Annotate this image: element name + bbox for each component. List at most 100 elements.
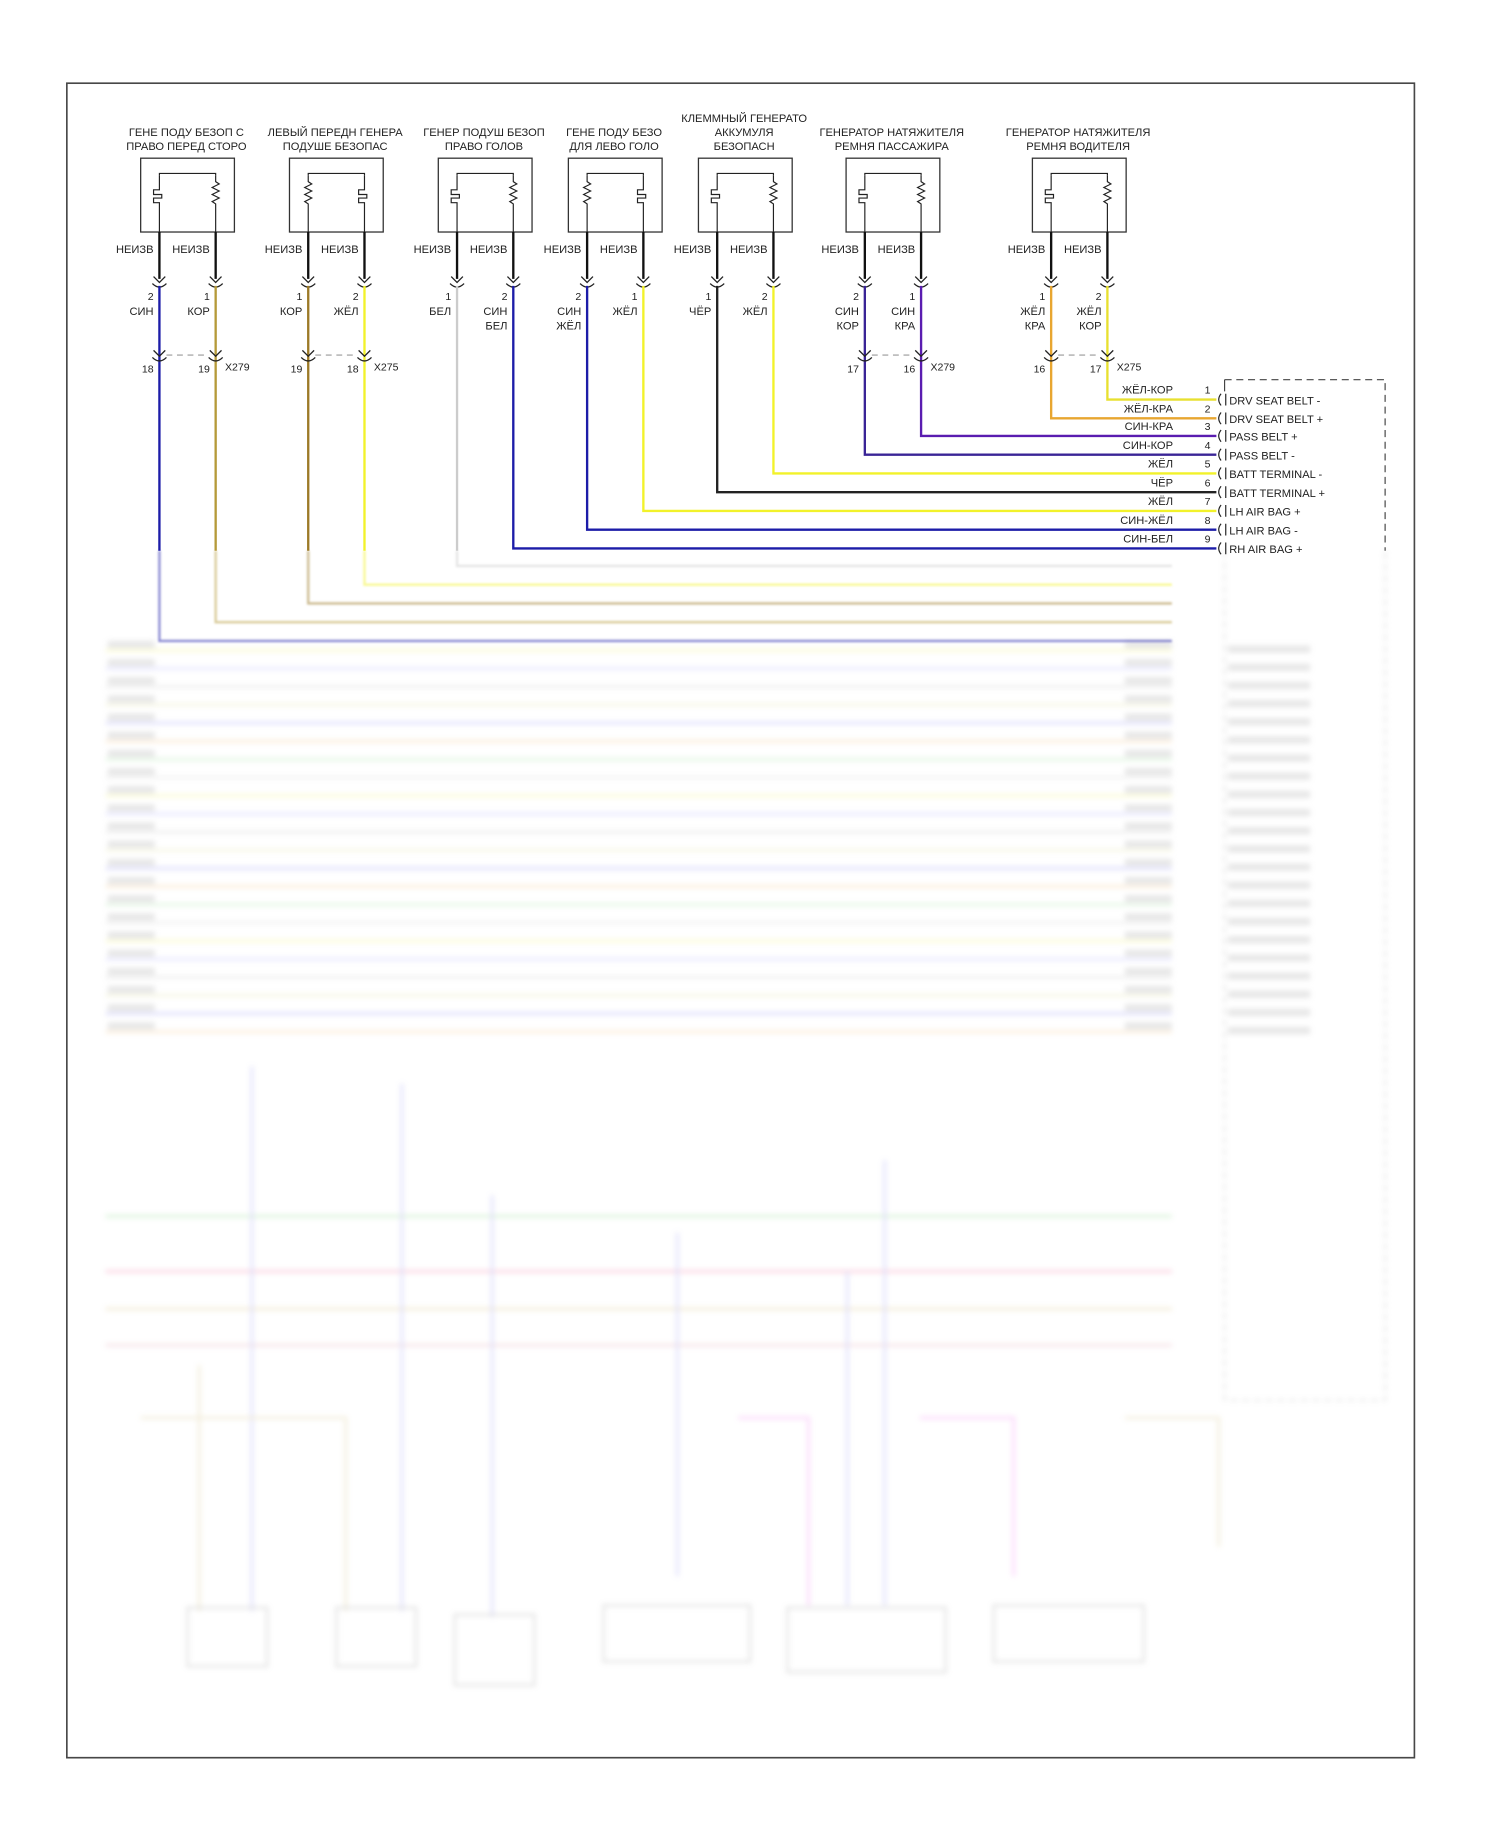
airbag-generator-3: ГЕНЕР ПОДУШ БЕЗОП ПРАВО ГОЛОВ НЕИЗВ 1 БЕЛ НЕИ…: [414, 127, 1217, 551]
pin-number: 2: [148, 291, 154, 303]
component-title: ДЛЯ ЛЕВО ГОЛО: [569, 141, 659, 153]
faded-label: [1228, 681, 1311, 690]
internal-link: [864, 172, 922, 176]
pin-socket-icon: [1218, 485, 1227, 499]
faded-label: [107, 931, 155, 939]
resistor-icon: [303, 175, 314, 233]
wire-colored: [772, 285, 1217, 475]
faded-label: [1228, 863, 1311, 871]
faded-label: [1228, 1008, 1311, 1016]
faded-label: [1124, 695, 1172, 703]
wire-colored: [919, 285, 1217, 438]
pin-function-label: BATT TERMINAL -: [1229, 469, 1322, 481]
faded-component: [786, 1606, 947, 1674]
pin-number: 1: [1039, 291, 1045, 303]
pin-function-label: DRV SEAT BELT +: [1229, 414, 1323, 426]
wire-faded: [363, 550, 1172, 586]
faded-label: [107, 949, 155, 957]
pin-function-label: RH AIR BAG +: [1229, 544, 1302, 556]
component-title: АККУМУЛЯ: [715, 127, 774, 139]
faded-label: [1228, 1027, 1311, 1035]
faded-label: [107, 731, 155, 739]
unknown-color-label: НЕИЗВ: [265, 244, 303, 256]
faded-label: [1228, 645, 1311, 653]
faded-label: [1124, 1004, 1172, 1012]
pin-wire-color: СИН-ЖЁЛ: [1120, 515, 1173, 527]
wire-color-label: СИН: [891, 306, 915, 318]
pin-number: 2: [502, 291, 508, 303]
faded-module-outline: [1223, 550, 1386, 1401]
pin-socket-icon: [1218, 393, 1227, 406]
wire-colored: [863, 285, 1217, 456]
faded-component: [602, 1604, 751, 1663]
faded-label: [1124, 804, 1172, 812]
inline-connector-name: X275: [1117, 361, 1142, 373]
wire-color-label: КРА: [895, 320, 916, 332]
module-pin-8: СИН-ЖЁЛ 8 LH AIR BAG -: [1120, 515, 1298, 538]
wire-color-label: КОР: [280, 306, 302, 318]
faded-label: [107, 786, 155, 794]
connector-terminal-icon: [208, 349, 224, 362]
component-title: ГЕНЕР ПОДУШ БЕЗОП: [423, 127, 545, 139]
wire-color-label: СИН: [483, 306, 507, 318]
inline-connector-name: X279: [225, 361, 250, 373]
faded-label: [1228, 881, 1311, 889]
pin-function-label: PASS BELT -: [1229, 450, 1295, 462]
inline-pin: 16: [1034, 364, 1046, 376]
wire-color-label: КОР: [1079, 320, 1101, 332]
faded-label: [1228, 936, 1311, 944]
faded-label: [107, 967, 155, 975]
unknown-color-label: НЕИЗВ: [1008, 244, 1046, 256]
pin-socket-icon: [1218, 412, 1227, 425]
squib-icon: [1044, 175, 1055, 233]
faded-label: [1124, 1022, 1172, 1030]
wire-color-label: БЕЛ: [485, 320, 507, 332]
faded-label: [1124, 677, 1172, 685]
faded-label: [107, 695, 155, 703]
faded-wire: [250, 1066, 886, 1618]
pin-socket-icon: [1218, 448, 1227, 461]
connector-terminal-icon: [913, 349, 929, 362]
inline-pin: 19: [291, 364, 303, 376]
component-title: ПОДУШЕ БЕЗОПАС: [283, 141, 388, 153]
faded-label: [1228, 954, 1311, 962]
resistor-icon: [582, 175, 592, 233]
faded-label: [1124, 913, 1172, 921]
faded-label: [1228, 663, 1311, 671]
faded-label: [107, 877, 155, 885]
faded-label: [107, 659, 155, 667]
pin-number: 3: [1205, 421, 1211, 433]
wire-colored: [716, 285, 1217, 494]
component-title: ГЕНЕ ПОДУ БЕЗОП С: [129, 127, 244, 139]
pin-wire-color: ЧЁР: [1151, 477, 1173, 489]
wire-colored: [1049, 285, 1217, 420]
faded-label: [1124, 967, 1172, 975]
faded-label: [1228, 809, 1311, 817]
pin-function-label: BATT TERMINAL +: [1229, 488, 1325, 500]
unknown-color-label: НЕИЗВ: [1064, 244, 1102, 256]
wire-color-label: ЖЁЛ: [334, 306, 359, 318]
module-pin-6: ЧЁР 6 BATT TERMINAL +: [1151, 477, 1325, 500]
module-outline: [1224, 379, 1386, 551]
faded-label: [1124, 640, 1172, 649]
pin-wire-color: ЖЁЛ-КОР: [1122, 385, 1173, 397]
faded-wire: [738, 1416, 1015, 1606]
resistor-icon: [1102, 175, 1113, 233]
pin-wire-color: СИН-БЕЛ: [1123, 534, 1173, 546]
resistor-icon: [508, 175, 519, 233]
inline-connector-name: X279: [930, 361, 955, 373]
blur-overlay: [65, 550, 1417, 1761]
pin-number: 6: [1205, 477, 1211, 489]
module-pin-4: СИН-КОР 4 PASS BELT -: [1123, 440, 1295, 463]
wire-color-label: КРА: [1025, 320, 1046, 332]
wire-color-label: ЖЁЛ: [1077, 306, 1102, 318]
faded-component: [992, 1604, 1145, 1663]
resistor-icon: [768, 175, 779, 233]
component-title: ГЕНЕ ПОДУ БЕЗО: [566, 127, 662, 139]
wire-color-label: СИН: [835, 306, 859, 318]
pin-number: 4: [1205, 440, 1211, 452]
inline-pin: 18: [142, 364, 154, 376]
pin-socket-icon: [1218, 467, 1227, 480]
faded-label: [1124, 822, 1172, 830]
